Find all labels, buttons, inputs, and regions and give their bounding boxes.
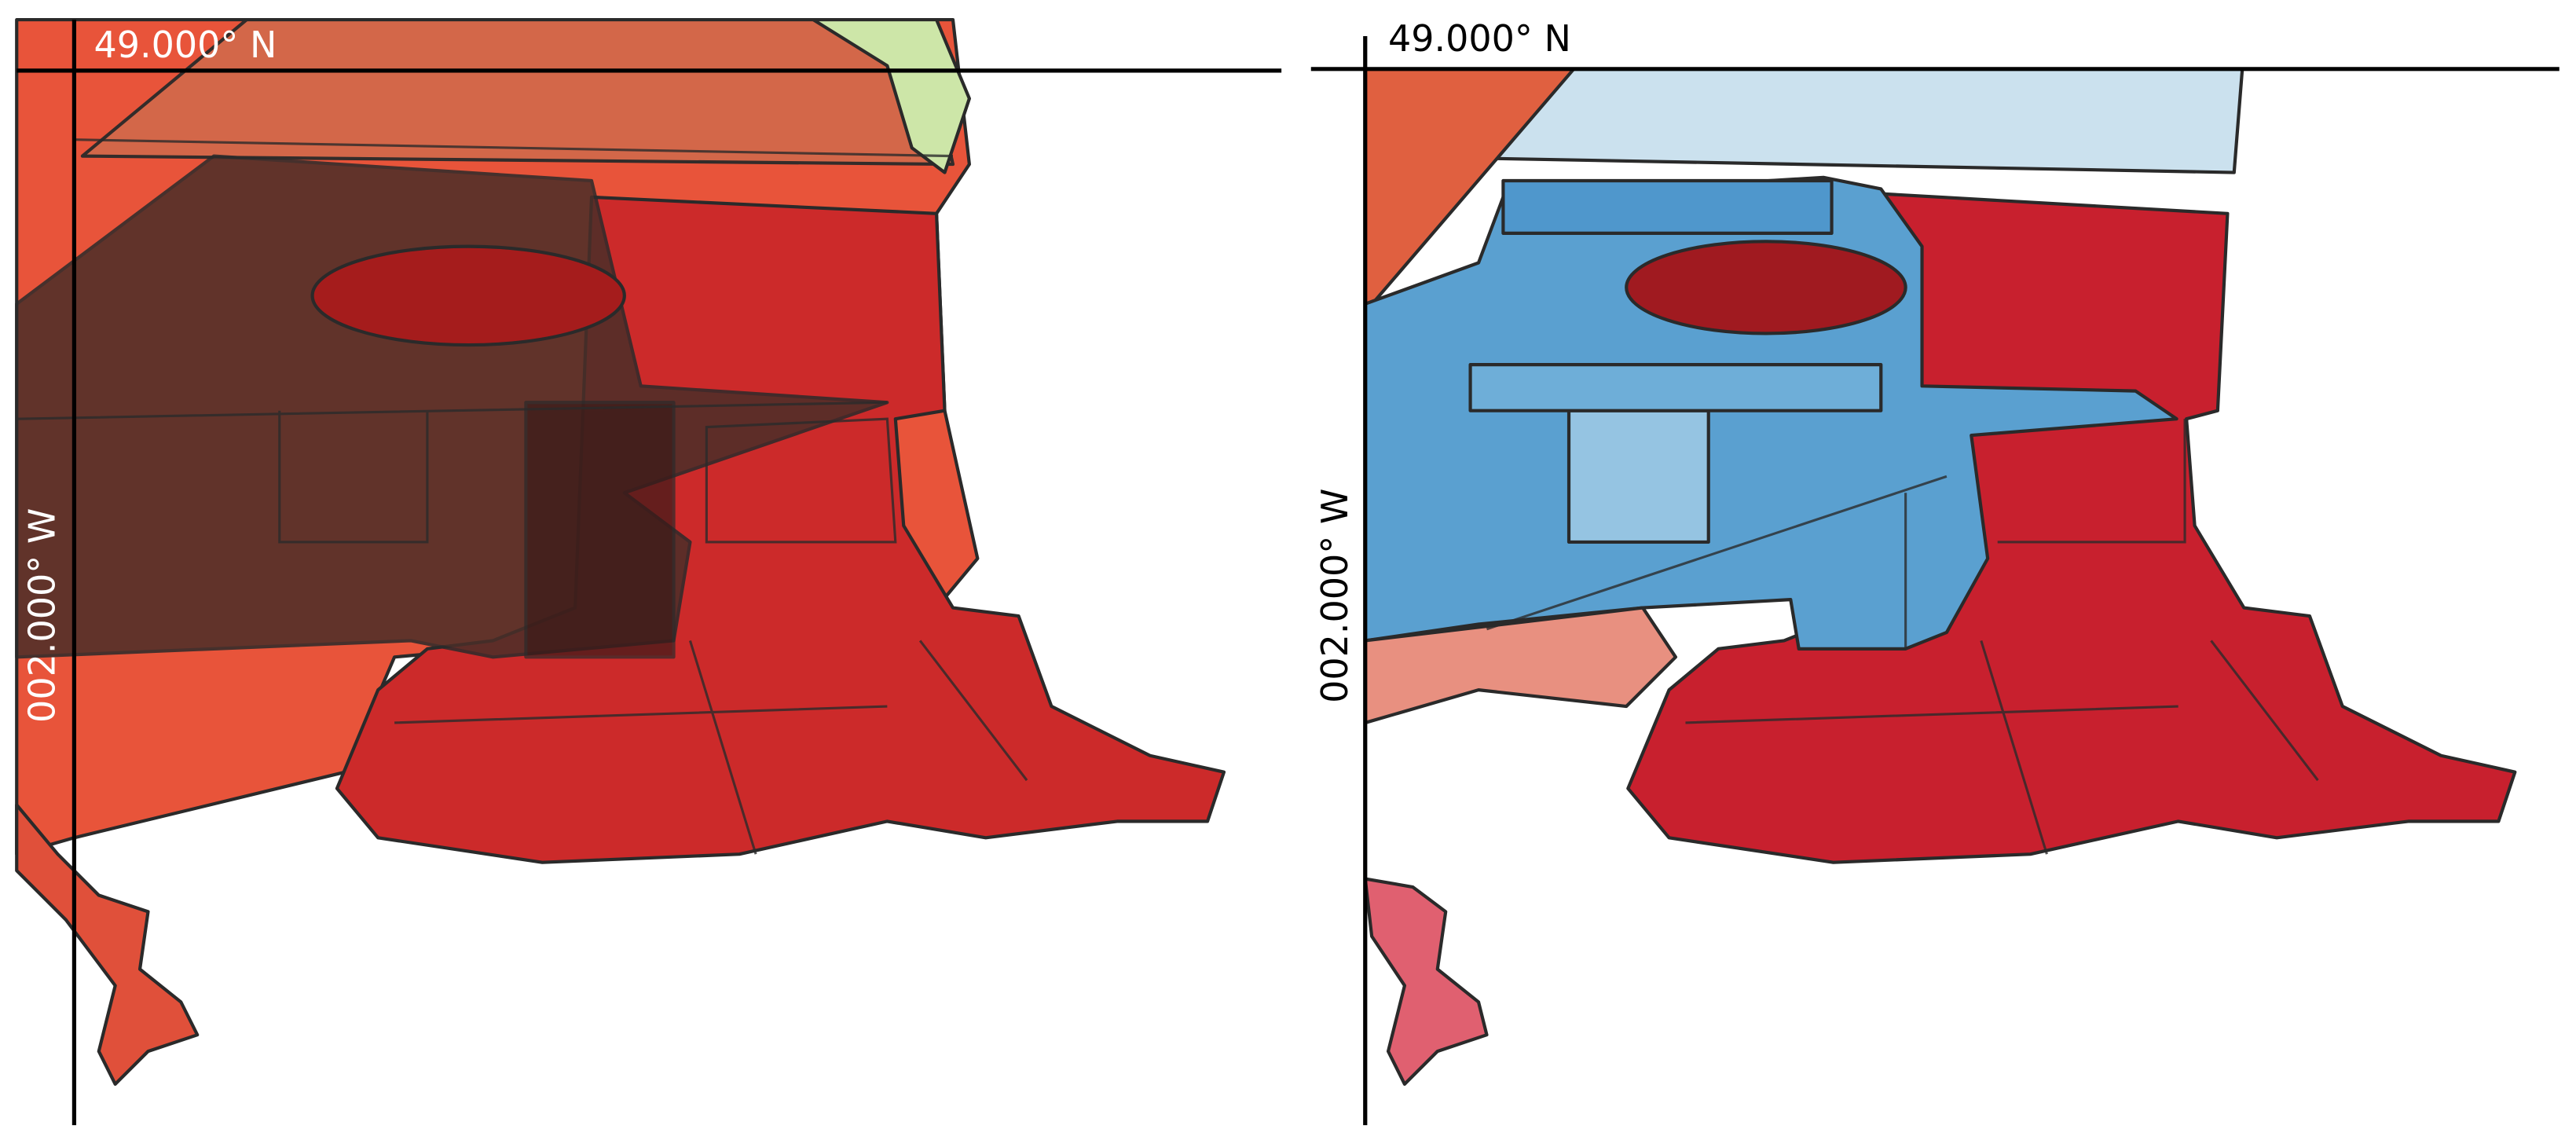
lon-label: 002.000° W [20, 508, 63, 723]
region [812, 17, 971, 174]
region [335, 195, 1226, 864]
lon-label: 002.000° W [1314, 489, 1356, 703]
region [1625, 240, 1907, 335]
region [80, 17, 955, 167]
region [524, 401, 676, 659]
right-map: 49.000° N 002.000° W [1310, 17, 2560, 1126]
region [1501, 178, 1834, 235]
lat-label: 49.000° N [94, 24, 277, 66]
region [15, 803, 200, 1087]
region [1363, 877, 1489, 1087]
region [1626, 192, 2517, 864]
region [1566, 409, 1710, 544]
region [1468, 363, 1883, 412]
left-map: 49.000° N 002.000° W [15, 17, 1282, 1126]
boundary [1486, 419, 2319, 855]
lat-label: 49.000° N [1388, 17, 1571, 60]
region [310, 244, 626, 347]
boundary [16, 138, 1028, 855]
